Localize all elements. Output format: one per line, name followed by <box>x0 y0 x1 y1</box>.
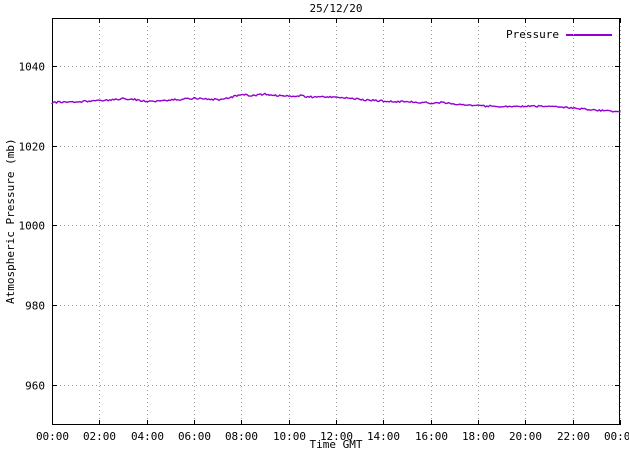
y-tick-label: 1000 <box>19 220 46 233</box>
x-tick-label: 16:00 <box>415 430 448 443</box>
x-tick-label: 08:00 <box>225 430 258 443</box>
x-tick-label: 14:00 <box>367 430 400 443</box>
x-tick-label: 06:00 <box>178 430 211 443</box>
chart-title: 25/12/20 <box>309 2 363 15</box>
y-tick-label: 1020 <box>19 141 46 154</box>
x-tick-label: 02:00 <box>83 430 116 443</box>
x-tick-label: 12:00 <box>320 430 353 443</box>
x-axis-label: Time GMT <box>309 438 363 451</box>
legend-label: Pressure <box>506 28 559 41</box>
x-tick-label: 00:00 <box>36 430 69 443</box>
y-tick-label: 1040 <box>19 61 46 74</box>
x-tick-label: 18:00 <box>462 430 495 443</box>
legend: Pressure <box>506 28 612 41</box>
pressure-series-line <box>51 92 621 113</box>
x-tick-label: 10:00 <box>273 430 306 443</box>
x-tick-label: 00:00 <box>604 430 629 443</box>
y-tick-label: 960 <box>25 380 45 393</box>
y-tick-label: 980 <box>25 300 45 313</box>
legend-line-sample <box>566 33 612 36</box>
x-tick-label: 04:00 <box>131 430 164 443</box>
plot-border <box>52 18 620 425</box>
x-tick-label: 20:00 <box>509 430 542 443</box>
x-tick-label: 22:00 <box>557 430 590 443</box>
